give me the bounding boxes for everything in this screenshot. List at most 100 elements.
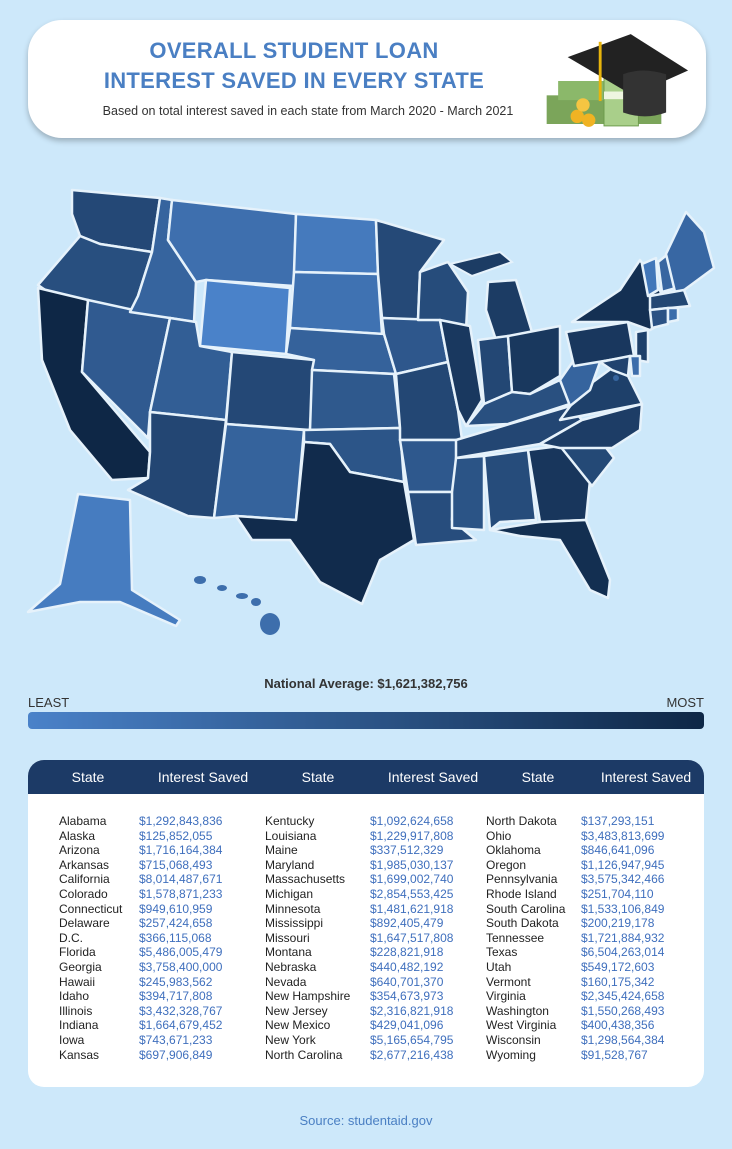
state-name: Indiana — [59, 1018, 99, 1033]
interest-saved-value: $137,293,151 — [581, 814, 655, 828]
state-name: Alabama — [59, 814, 107, 828]
state-dc — [613, 375, 619, 381]
interest-saved-value: $1,481,621,918 — [370, 901, 454, 916]
state-ohio — [506, 324, 562, 396]
state-name: New Hampshire — [265, 989, 351, 1004]
table-column: North Dakota $137,293,151 Ohio $3,483,813,6… — [486, 814, 664, 1062]
state-name: Illinois — [59, 1003, 93, 1018]
interest-saved-value: $1,292,843,836 — [139, 814, 223, 828]
interest-saved-value: $5,165,654,795 — [370, 1032, 454, 1047]
state-name: Utah — [486, 959, 512, 974]
state-hawaii — [217, 585, 227, 591]
state-delaware — [628, 354, 642, 378]
table-row: Georgia $3,758,400,000 — [59, 960, 222, 975]
state-name: Delaware — [59, 916, 110, 931]
table-row: Texas $6,504,263,014 — [486, 945, 664, 960]
national-average: National Average: $1,621,382,756 — [264, 676, 468, 691]
table-row: Washington $1,550,268,493 — [486, 1004, 664, 1019]
interest-saved-value: $949,610,959 — [139, 901, 213, 916]
state-vermont — [640, 256, 660, 298]
table-row: New Hampshire $354,673,973 — [265, 989, 453, 1004]
us-choropleth-map — [26, 188, 716, 635]
interest-saved-value: $892,405,479 — [370, 916, 444, 931]
state-name: Maine — [265, 843, 298, 858]
legend-least-label: LEAST — [28, 695, 70, 710]
interest-saved-value: $2,677,216,438 — [370, 1047, 454, 1062]
state-west-virginia — [558, 358, 602, 408]
state-mississippi — [450, 454, 486, 532]
state-name: Maryland — [265, 857, 315, 872]
table-row: Indiana $1,664,679,452 — [59, 1018, 222, 1033]
table-row: Connecticut $949,610,959 — [59, 902, 222, 917]
state-name: Georgia — [59, 959, 102, 974]
state-name: South Dakota — [486, 916, 559, 931]
interest-saved-value: $160,175,342 — [581, 974, 655, 989]
table-row: Oklahoma $846,641,096 — [486, 843, 664, 858]
table-row: Oregon $1,126,947,945 — [486, 858, 664, 873]
subtitle: Based on total interest saved in each st… — [102, 104, 514, 118]
state-name: Minnesota — [265, 901, 321, 916]
state-name: Wisconsin — [486, 1032, 541, 1047]
interest-saved-value: $440,482,192 — [370, 959, 444, 974]
state-name: Ohio — [486, 828, 512, 843]
interest-saved-value: $697,906,849 — [139, 1047, 213, 1062]
state-name: Nevada — [265, 974, 307, 989]
interest-saved-value: $1,578,871,233 — [139, 886, 223, 901]
state-name: North Carolina — [265, 1047, 343, 1062]
table-row: Virginia $2,345,424,658 — [486, 989, 664, 1004]
table-row: Hawaii $245,983,562 — [59, 975, 222, 990]
table-row: Tennessee $1,721,884,932 — [486, 931, 664, 946]
state-new-mexico — [212, 422, 306, 522]
interest-saved-value: $1,716,164,384 — [139, 843, 223, 858]
table-row: Alabama $1,292,843,836 — [59, 814, 222, 829]
state-name: Michigan — [265, 886, 314, 901]
state-name: Hawaii — [59, 974, 96, 989]
table-row: Colorado $1,578,871,233 — [59, 887, 222, 902]
state-name: Oregon — [486, 857, 527, 872]
interest-saved-value: $1,298,564,384 — [581, 1032, 665, 1047]
table-row: Vermont $160,175,342 — [486, 975, 664, 990]
header-card: OVERALL STUDENT LOAN INTEREST SAVED IN E… — [28, 20, 706, 138]
state-texas — [234, 440, 416, 606]
state-name: Louisiana — [265, 828, 317, 843]
interest-saved-value: $400,438,356 — [581, 1018, 655, 1033]
table-row: North Dakota $137,293,151 — [486, 814, 664, 829]
table-row: South Carolina $1,533,106,849 — [486, 902, 664, 917]
state-name: West Virginia — [486, 1018, 557, 1033]
interest-saved-value: $1,092,624,658 — [370, 814, 454, 828]
table-row: D.C. $366,115,068 — [59, 931, 222, 946]
table-row: Pennsylvania $3,575,342,466 — [486, 872, 664, 887]
interest-saved-value: $91,528,767 — [581, 1047, 648, 1062]
state-name: Missouri — [265, 930, 310, 945]
state-name: New Mexico — [265, 1018, 331, 1033]
interest-saved-value: $3,758,400,000 — [139, 959, 223, 974]
interest-saved-value: $3,432,328,767 — [139, 1003, 223, 1018]
state-rhode-island — [666, 306, 680, 324]
state-name: California — [59, 872, 110, 887]
state-new-jersey — [634, 328, 650, 364]
interest-saved-value: $5,486,005,479 — [139, 945, 223, 960]
state-name: Connecticut — [59, 901, 123, 916]
interest-saved-value: $846,641,096 — [581, 843, 655, 858]
state-alaska — [26, 492, 182, 628]
state-name: North Dakota — [486, 814, 557, 828]
state-south-dakota — [288, 270, 384, 336]
legend-most-label: MOST — [666, 695, 704, 710]
table-row: South Dakota $200,219,178 — [486, 916, 664, 931]
state-name: Kansas — [59, 1047, 100, 1062]
table-row: New Jersey $2,316,821,918 — [265, 1004, 453, 1019]
table-row: Maine $337,512,329 — [265, 843, 453, 858]
state-name: Arizona — [59, 843, 100, 858]
table-row: Kansas $697,906,849 — [59, 1048, 222, 1063]
state-name: South Carolina — [486, 901, 566, 916]
title-line-2: INTEREST SAVED IN EVERY STATE — [103, 68, 485, 93]
interest-saved-value: $1,550,268,493 — [581, 1003, 665, 1018]
state-name: Vermont — [486, 974, 531, 989]
table-row: Utah $549,172,603 — [486, 960, 664, 975]
interest-saved-value: $354,673,973 — [370, 989, 444, 1004]
table-row: Montana $228,821,918 — [265, 945, 453, 960]
interest-saved-value: $337,512,329 — [370, 843, 444, 858]
interest-saved-value: $1,699,002,740 — [370, 872, 454, 887]
state-name: Mississippi — [265, 916, 324, 931]
interest-saved-value: $200,219,178 — [581, 916, 655, 931]
